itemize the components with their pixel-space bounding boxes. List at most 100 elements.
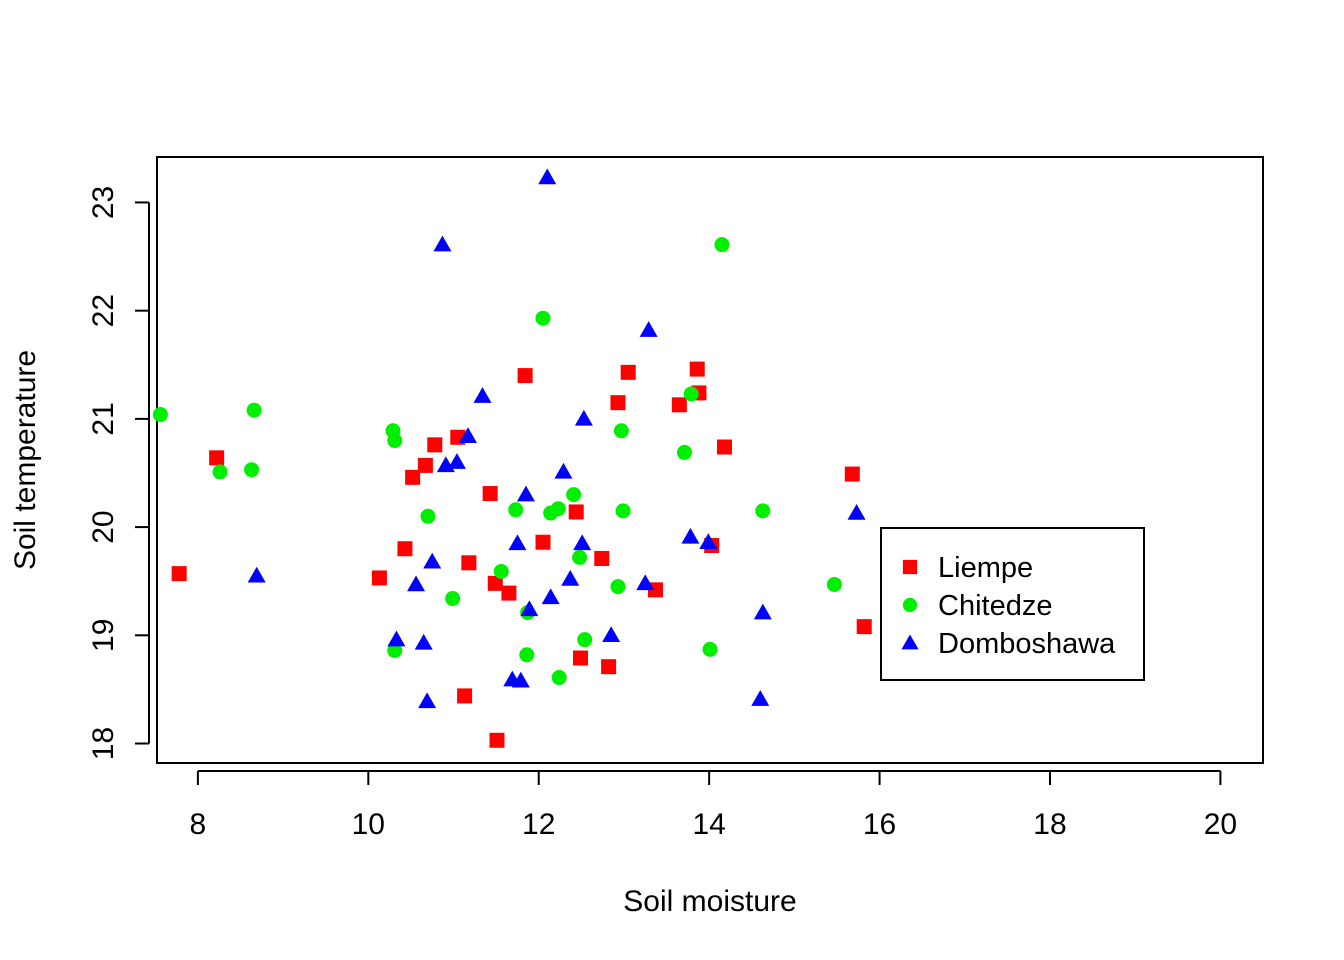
data-point [561,570,580,586]
data-point [535,534,551,550]
y-tick-label: 18 [87,727,120,760]
data-point [681,527,700,544]
data-point [716,439,732,455]
y-tick-label: 23 [87,186,120,219]
data-point [520,600,539,617]
data-point [856,619,872,635]
data-point [397,541,413,557]
data-point [405,469,421,485]
data-point [387,642,403,658]
legend: Liempe Chitedze Domboshawa [880,527,1145,681]
data-point [826,576,842,592]
data-point [847,504,866,520]
data-point [538,168,557,185]
data-point [152,407,168,423]
y-tick-label: 20 [87,510,120,543]
legend-box [880,527,1145,681]
data-point [602,626,621,643]
legend-marker [902,559,918,575]
x-tick-label: 10 [352,808,385,841]
data-point [508,502,524,518]
legend-label: Domboshawa [938,628,1116,660]
x-tick-label: 12 [522,808,555,841]
data-point [420,508,436,524]
data-point [171,566,187,582]
data-point [615,503,631,519]
legend-marker [902,597,918,613]
data-point [610,579,626,595]
data-point [594,550,610,566]
data-point [601,659,617,675]
data-point [461,555,477,571]
x-tick-label: 20 [1204,808,1237,841]
data-point [519,647,535,663]
data-point [574,409,593,426]
data-point [636,574,655,591]
y-tick-label: 22 [87,294,120,327]
data-point [209,450,225,466]
data-point [610,395,626,411]
data-point [702,641,718,657]
x-axis-title: Soil moisture [623,885,796,918]
data-point [508,534,527,551]
data-point [414,633,433,650]
x-tick-label: 16 [863,808,896,841]
x-tick-label: 14 [692,808,725,841]
data-point [613,423,629,439]
data-point [844,466,860,482]
data-point [445,591,461,607]
legend-label: Chitedze [938,590,1052,622]
data-point [247,566,266,583]
data-point [482,486,498,502]
data-point [407,575,426,592]
data-point [671,397,687,413]
data-point [427,437,443,453]
data-point [473,387,492,403]
data-point [433,235,452,252]
data-point [535,310,551,326]
legend-marker [901,634,919,650]
data-point [246,402,262,418]
y-axis: 18 19 20 21 22 23 [87,186,150,760]
data-point [447,453,466,469]
data-point [554,462,573,479]
x-tick-label: 18 [1033,808,1066,841]
data-point [689,361,705,377]
data-point [417,457,433,473]
data-point [387,630,406,647]
data-point [573,534,592,551]
series-chitedze [152,237,842,686]
data-point [423,552,442,569]
data-point [457,688,473,704]
data-point [541,588,560,605]
data-points [152,168,872,748]
data-point [620,364,636,380]
x-axis: 8 10 12 14 16 18 20 [190,770,1237,841]
data-point [418,692,437,709]
y-tick-label: 19 [87,619,120,652]
series-domboshawa [247,168,866,709]
data-point [676,444,692,460]
data-point [244,462,260,478]
y-axis-title: Soil temperature [9,350,42,570]
data-point [212,464,228,480]
data-point [714,237,730,253]
data-point [489,732,505,748]
legend-label: Liempe [938,552,1033,584]
data-point [511,671,530,688]
data-point [572,549,588,565]
data-point [753,603,772,620]
x-tick-label: 8 [190,808,207,841]
data-point [568,504,584,520]
y-tick-label: 21 [87,402,120,435]
data-point [683,386,699,402]
data-point [751,690,770,706]
data-point [639,321,658,337]
data-point [516,485,535,502]
data-point [487,575,503,591]
data-point [501,585,517,601]
data-point [371,570,387,586]
data-point [551,670,567,686]
plot-frame [156,156,1264,764]
